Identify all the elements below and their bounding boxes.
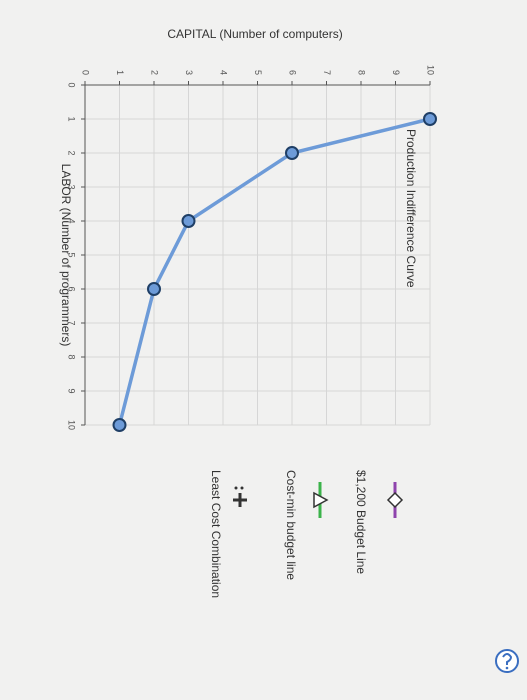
tool-icon [313,491,329,509]
x-tick-label: 9 [67,388,77,393]
tool-icon [240,486,244,490]
y-tick-label: 7 [322,70,332,75]
x-tick-label: 8 [67,354,77,359]
y-tick-label: 4 [219,70,229,75]
y-tick-label: 0 [81,70,91,75]
x-tick-label: 7 [67,320,77,325]
tool[interactable]: Cost-min budget line [284,470,329,580]
tool-icon [234,486,238,490]
x-tick-label: 3 [67,184,77,189]
y-tick-label: 6 [288,70,298,75]
tool-icon [386,491,404,509]
series-label: Production Indifference Curve [404,129,418,288]
x-tick-label: 1 [67,116,77,121]
point[interactable] [147,282,161,296]
y-tick-label: 8 [357,70,367,75]
tool-label: $1,200 Budget Line [354,470,368,574]
x-tick-label: 4 [67,218,77,223]
point[interactable] [181,214,196,228]
point[interactable] [285,146,299,160]
tool-label: Cost-min budget line [284,470,298,580]
tool[interactable]: $1,200 Budget Line [354,470,404,574]
tool[interactable]: Least Cost Combination [209,470,247,598]
point[interactable] [423,112,437,126]
y-tick-label: 5 [253,70,263,75]
tool-icon [233,493,247,507]
point[interactable] [112,418,127,432]
x-axis-label: LABOR (Number of programmers) [59,164,73,347]
x-tick-label: 5 [67,252,77,257]
help-button[interactable] [495,649,519,673]
y-tick-label: 1 [115,70,125,75]
tool-label: Least Cost Combination [209,470,223,598]
x-tick-label: 2 [67,150,77,155]
rotated-chart: 0 1 2 3 4 5 6 7 8 9 10 0 1 2 3 4 5 6 7 8 9 10 LABOR (Number of… [59,27,437,598]
y-axis-label: CAPITAL (Number of computers) [167,27,342,41]
x-tick-label: 6 [67,286,77,291]
y-tick-label: 2 [150,70,160,75]
y-tick-label: 10 [426,65,436,75]
x-tick-label: 10 [67,420,77,430]
y-tick-label: 3 [184,70,194,75]
y-tick-label: 9 [391,70,401,75]
x-tick-label: 0 [67,82,77,87]
